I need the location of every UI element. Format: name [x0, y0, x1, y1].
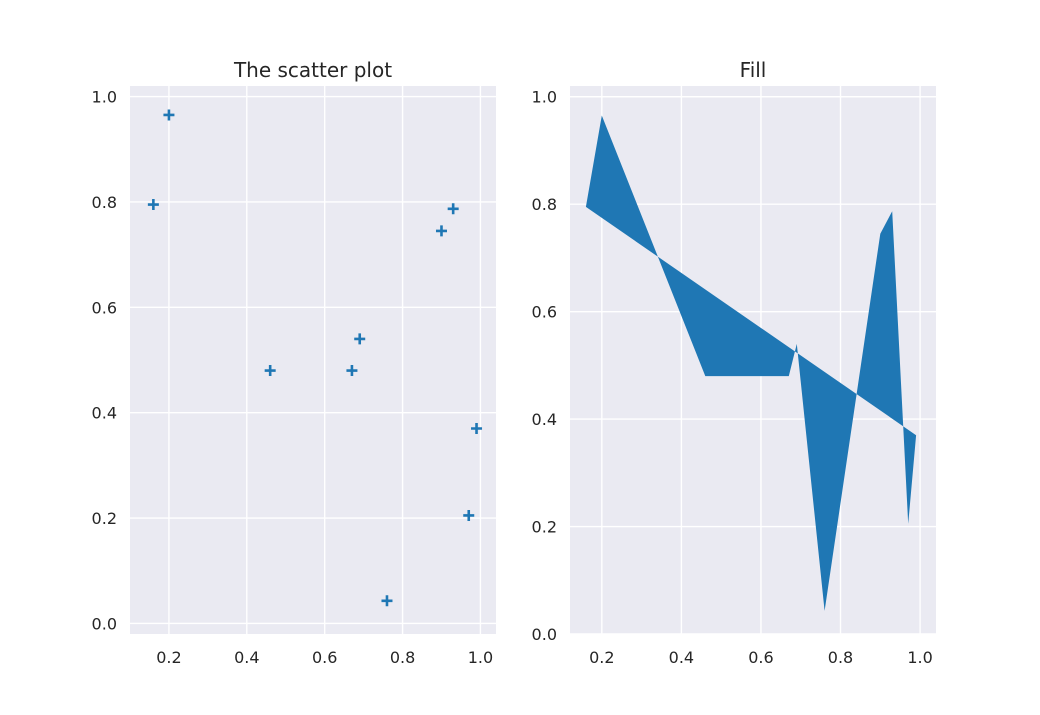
fill-area	[585, 115, 917, 611]
scatter-xtick-label: 1.0	[468, 648, 493, 667]
fill-ytick-label: 0.4	[532, 410, 557, 429]
fill-ytick-label: 0.2	[532, 518, 557, 537]
fill-panel: 0.2 0.4 0.6 0.8 1.0 0.0 0.2 0.4 0.6 0.8 1.0 Fill	[532, 58, 936, 667]
scatter-point	[381, 595, 393, 607]
scatter-title: The scatter plot	[233, 58, 392, 82]
scatter-xtick-label: 0.8	[390, 648, 415, 667]
fill-title: Fill	[740, 58, 767, 82]
scatter-ytick-label: 0.2	[92, 509, 117, 528]
scatter-ytick-label: 0.8	[92, 193, 117, 212]
scatter-point	[346, 365, 358, 377]
fill-xtick-label: 0.2	[589, 648, 614, 667]
scatter-point	[264, 365, 276, 377]
fill-polygon	[585, 115, 917, 611]
fill-xtick-label: 0.8	[828, 648, 853, 667]
fill-ytick-label: 1.0	[532, 88, 557, 107]
scatter-point	[471, 423, 483, 434]
fill-xtick-label: 0.6	[748, 648, 773, 667]
scatter-point	[463, 509, 475, 521]
scatter-points	[147, 109, 483, 607]
scatter-xtick-label: 0.6	[312, 648, 337, 667]
fill-tick-labels: 0.2 0.4 0.6 0.8 1.0 0.0 0.2 0.4 0.6 0.8 1.0	[532, 88, 933, 667]
scatter-point	[163, 109, 175, 121]
scatter-ytick-label: 1.0	[92, 88, 117, 107]
fill-xtick-label: 1.0	[907, 648, 932, 667]
scatter-axes-background	[130, 86, 496, 634]
scatter-panel: 0.2 0.4 0.6 0.8 1.0 0.0 0.2 0.4 0.6 0.8 1.0 The sc…	[92, 58, 496, 667]
scatter-point	[354, 333, 366, 345]
scatter-ytick-label: 0.6	[92, 298, 117, 317]
scatter-xtick-label: 0.4	[234, 648, 259, 667]
scatter-ytick-label: 0.4	[92, 404, 117, 423]
scatter-xtick-label: 0.2	[156, 648, 181, 667]
scatter-ytick-label: 0.0	[92, 614, 117, 633]
fill-xtick-label: 0.4	[669, 648, 694, 667]
fill-ytick-label: 0.6	[532, 303, 557, 322]
scatter-grid	[130, 86, 496, 634]
scatter-point	[447, 203, 459, 215]
scatter-tick-labels: 0.2 0.4 0.6 0.8 1.0 0.0 0.2 0.4 0.6 0.8 1.0	[92, 88, 494, 667]
scatter-point	[435, 225, 447, 237]
scatter-point	[147, 199, 159, 211]
fill-ytick-label: 0.0	[532, 625, 557, 644]
fill-ytick-label: 0.8	[532, 195, 557, 214]
